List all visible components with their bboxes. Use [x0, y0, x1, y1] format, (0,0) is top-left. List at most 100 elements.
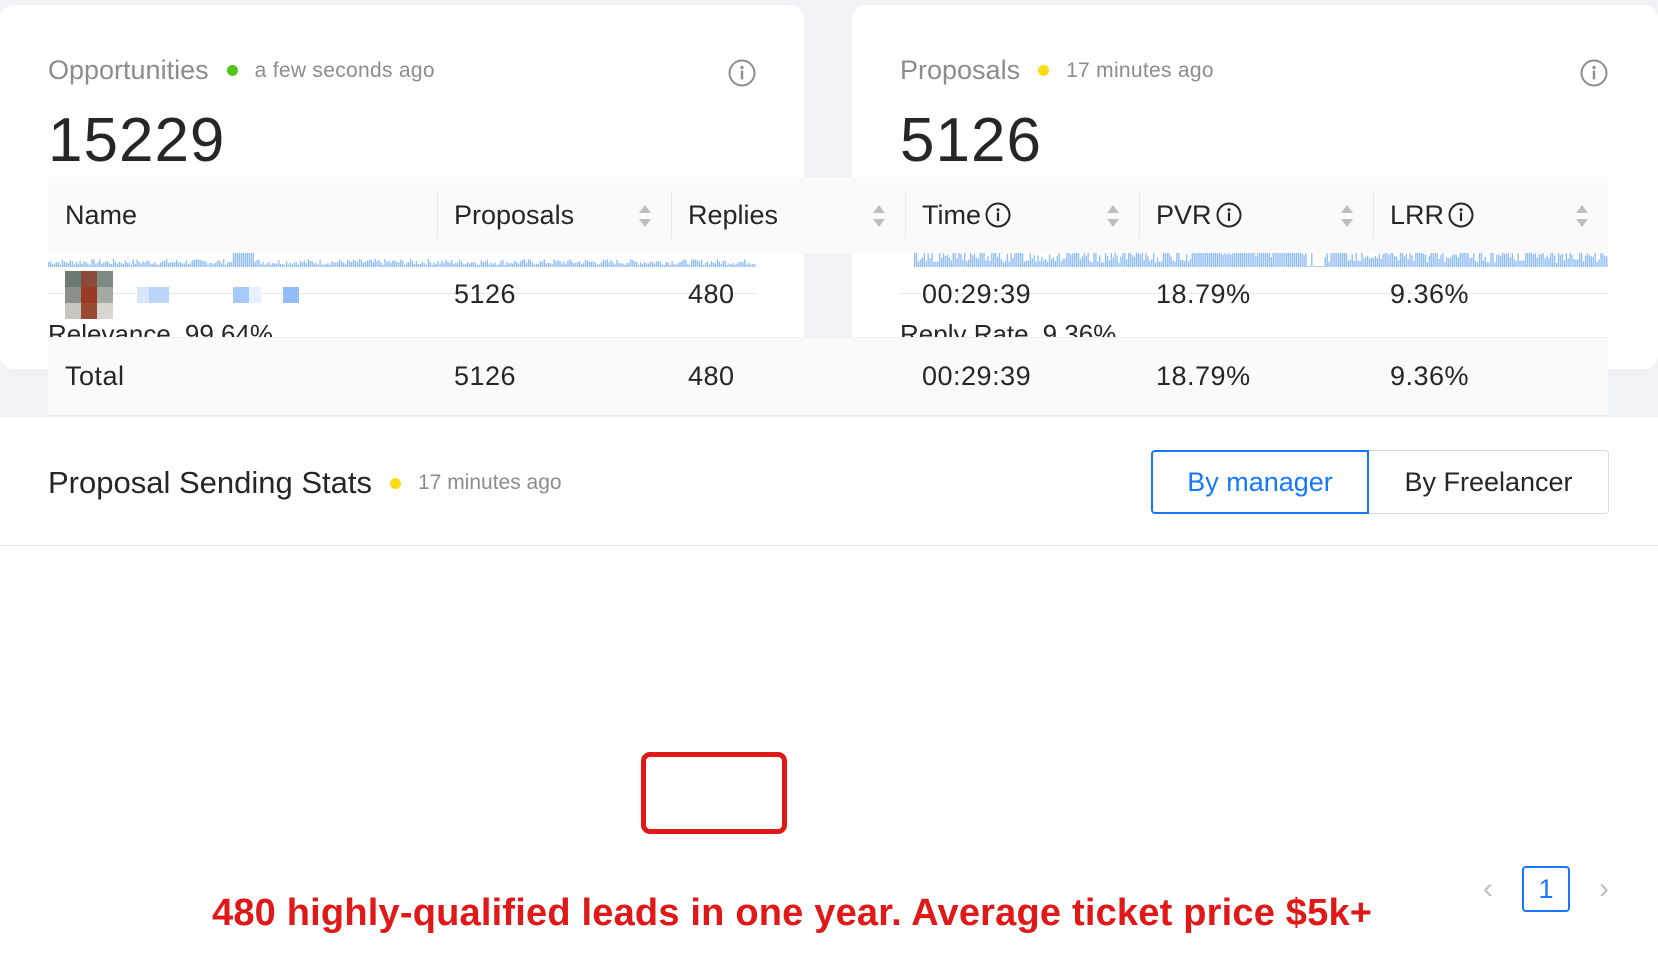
column-header-proposals[interactable]: Proposals: [437, 177, 671, 253]
sparkline-bar: [1367, 255, 1369, 267]
sparkline-bar: [472, 261, 475, 267]
sparkline-bar: [1552, 250, 1554, 267]
sparkline-bar: [1230, 254, 1232, 267]
sparkline-bar: [219, 260, 221, 267]
sparkline-bar: [1174, 261, 1176, 267]
sparkline-bar: [738, 262, 740, 267]
sparkline-bar: [661, 264, 663, 267]
sparkline-bar: [270, 264, 272, 267]
sparkline-bar: [1228, 222, 1230, 267]
sparkline-bar: [706, 261, 709, 267]
sparkline-bar: [1598, 259, 1600, 267]
sparkline-bar: [655, 261, 658, 267]
sparkline-bar: [1097, 261, 1099, 267]
sparkline-bar: [1131, 255, 1134, 267]
sparkline-bar: [600, 262, 603, 267]
sparkline-bar: [1507, 249, 1510, 267]
sparkline-bar: [935, 261, 937, 267]
sparkline-bar: [649, 261, 652, 267]
sparkline-bar: [1156, 257, 1159, 267]
sparkline-bar: [1579, 250, 1581, 267]
info-icon[interactable]: [1448, 202, 1474, 228]
sparkline-bar: [130, 264, 132, 267]
sparkline-bar: [69, 260, 72, 267]
sparkline-bar: [537, 264, 540, 267]
page-number-button[interactable]: 1: [1522, 866, 1570, 912]
sparkline-bar: [171, 262, 174, 267]
column-header-lrr[interactable]: LRR: [1373, 177, 1608, 253]
sparkline-bar: [547, 262, 549, 267]
sparkline-bar: [1224, 246, 1226, 267]
sparkline-bar: [1303, 254, 1305, 267]
chevron-right-icon[interactable]: ›: [1599, 872, 1609, 905]
sparkline-bar: [929, 258, 931, 267]
sparkline-bar: [403, 264, 406, 267]
sparkline-bar: [502, 259, 504, 267]
sparkline-bar: [274, 263, 276, 267]
sparkline-bar: [48, 262, 50, 267]
sparkline-bar: [966, 261, 968, 267]
row-proposals: 5126: [454, 279, 517, 310]
sparkline-bar: [718, 261, 721, 267]
sparkline-bar: [156, 264, 158, 267]
sort-icon[interactable]: [1105, 203, 1121, 229]
sparkline-bar: [116, 263, 119, 267]
sort-icon[interactable]: [871, 203, 887, 229]
sort-icon[interactable]: [1574, 203, 1590, 229]
sparkline-bar: [457, 262, 459, 267]
info-icon[interactable]: [985, 202, 1011, 228]
sparkline-bar: [1307, 266, 1309, 267]
info-icon[interactable]: [1580, 59, 1608, 87]
sparkline-bar: [362, 262, 365, 267]
sparkline-bar: [1482, 260, 1485, 267]
sparkline-bar: [736, 263, 738, 267]
sparkline-bar: [994, 232, 997, 267]
sparkline-bar: [1473, 252, 1475, 267]
sparkline-bar: [1440, 255, 1442, 267]
total-row: Total 5126 480 00:29:39 18.79% 9.36%: [48, 337, 1608, 415]
sparkline-bar: [462, 264, 465, 267]
info-icon[interactable]: [1216, 202, 1242, 228]
sparkline-bar: [480, 260, 483, 267]
sparkline-bar: [1519, 261, 1521, 267]
sparkline-bar: [1222, 254, 1224, 267]
table-row[interactable]: 5126 480 00:29:39 18.79% 9.36%: [48, 253, 1608, 337]
sparkline-bar: [223, 259, 225, 267]
sparkline-bar: [693, 259, 695, 267]
sparkline-bar: [1068, 249, 1070, 267]
sparkline-bar: [1513, 259, 1515, 267]
sparkline-bar: [445, 259, 447, 267]
sparkline-bar: [700, 259, 703, 267]
sparkline-bar: [405, 262, 408, 267]
sparkline-bar: [313, 263, 315, 267]
sparkline-bar: [368, 260, 370, 267]
sparkline-bar: [136, 259, 138, 267]
sparkline-bar: [492, 263, 494, 267]
sparkline-bar: [697, 260, 699, 267]
sparkline-bar: [358, 259, 361, 267]
sort-icon[interactable]: [637, 203, 653, 229]
info-icon[interactable]: [728, 59, 756, 87]
column-header-replies[interactable]: Replies: [671, 177, 905, 253]
sparkline-bar: [1064, 258, 1066, 267]
sparkline-bar: [258, 259, 260, 267]
sparkline-bar: [451, 260, 453, 267]
sparkline-bar: [979, 250, 981, 267]
sparkline-bar: [1548, 257, 1550, 267]
sparkline-bar: [1590, 256, 1592, 267]
sparkline-bar: [985, 260, 987, 267]
sparkline-bar: [89, 264, 91, 267]
by-freelancer-button[interactable]: By Freelancer: [1369, 450, 1609, 514]
proposals-card: Proposals 17 minutes ago 5126 Reply Rate…: [852, 5, 1658, 369]
chevron-left-icon[interactable]: ‹: [1483, 872, 1493, 905]
sparkline-bar: [1235, 243, 1238, 267]
sparkline-bar: [557, 260, 559, 267]
sort-icon[interactable]: [1339, 203, 1355, 229]
sparkline-bar: [1066, 251, 1068, 267]
column-header-time[interactable]: Time: [905, 177, 1139, 253]
sparkline-bar: [378, 260, 380, 267]
sparkline-bar: [561, 263, 563, 267]
column-header-pvr[interactable]: PVR: [1139, 177, 1373, 253]
sparkline-bar: [925, 261, 927, 267]
by-manager-button[interactable]: By manager: [1151, 450, 1369, 514]
